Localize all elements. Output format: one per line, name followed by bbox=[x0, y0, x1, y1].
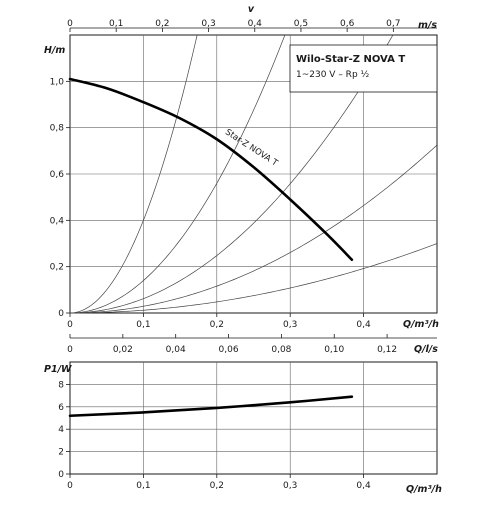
power-y-tick-label: 0 bbox=[58, 470, 64, 480]
velocity-tick-label: 0,3 bbox=[201, 19, 215, 29]
power-y-tick-label: 8 bbox=[58, 380, 64, 390]
power-chart-grid bbox=[69, 361, 438, 475]
main-y-axis-label: H/m bbox=[44, 45, 65, 56]
chart-subtitle: 1~230 V – Rp ½ bbox=[296, 70, 370, 80]
pump-curve-line bbox=[68, 77, 354, 262]
velocity-axis-label: v bbox=[248, 4, 255, 15]
flow-ls-tick-label: 0,04 bbox=[166, 345, 186, 355]
power-chart-series bbox=[68, 395, 354, 418]
main-x-tick-label: 0 bbox=[67, 320, 73, 330]
main-y-tick-label: 0,2 bbox=[50, 263, 64, 273]
flow-ls-tick-label: 0,08 bbox=[271, 345, 291, 355]
power-y-tick-label: 6 bbox=[58, 403, 64, 413]
power-y-tick-label: 2 bbox=[58, 448, 64, 458]
velocity-tick-label: 0 bbox=[67, 19, 73, 29]
power-y-tick-label: 4 bbox=[58, 425, 64, 435]
velocity-tick-label: 0,7 bbox=[386, 19, 400, 29]
main-x-tick-label: 0,1 bbox=[136, 320, 150, 330]
system-parabola bbox=[69, 34, 394, 314]
power-x-tick-label: 0,4 bbox=[356, 481, 371, 491]
main-x-axis-label: Q/m³/h bbox=[403, 319, 439, 330]
system-parabola bbox=[69, 34, 286, 314]
system-parabola bbox=[69, 144, 438, 314]
main-chart-ticks: 0 0,1 0,2 0,3 0,4 0 0,2 0,4 0,6 0,8 1,0 0 0,1 0,2 0,3 0… bbox=[50, 19, 437, 355]
main-x-tick-label: 0,2 bbox=[210, 320, 224, 330]
main-y-tick-label: 0,8 bbox=[50, 124, 65, 134]
main-y-tick-label: 0,4 bbox=[50, 216, 65, 226]
power-plot-frame bbox=[69, 361, 438, 475]
velocity-tick-label: 0,2 bbox=[155, 19, 169, 29]
velocity-tick-label: 0,5 bbox=[294, 19, 308, 29]
velocity-tick-label: 0,4 bbox=[248, 19, 263, 29]
power-x-tick-label: 0,2 bbox=[210, 481, 224, 491]
power-y-axis-label: P1/W bbox=[44, 364, 72, 375]
main-x-tick-label: 0,4 bbox=[356, 320, 371, 330]
power-x-tick-label: 0,3 bbox=[283, 481, 297, 491]
velocity-tick-label: 0,1 bbox=[109, 19, 123, 29]
velocity-tick-label: 0,6 bbox=[340, 19, 355, 29]
system-parabola bbox=[70, 243, 438, 314]
power-chart-ticks: 0 0,1 0,2 0,3 0,4 0 2 4 6 8 bbox=[58, 380, 371, 491]
main-y-tick-label: 0 bbox=[58, 309, 64, 319]
power-x-tick-label: 0 bbox=[67, 481, 73, 491]
main-y-tick-label: 0,6 bbox=[50, 170, 65, 180]
velocity-unit-label: m/s bbox=[418, 20, 437, 31]
chart-title: Wilo-Star-Z NOVA T bbox=[296, 54, 405, 65]
main-x-tick-label: 0,3 bbox=[283, 320, 297, 330]
main-y-tick-label: 1,0 bbox=[50, 77, 65, 87]
chart-title-box bbox=[289, 44, 438, 93]
power-curve-line bbox=[68, 395, 354, 418]
flow-ls-tick-label: 0,12 bbox=[377, 345, 397, 355]
flow-ls-axis-label: Q/l/s bbox=[414, 344, 438, 355]
flow-ls-tick-label: 0,10 bbox=[324, 345, 344, 355]
flow-ls-tick-label: 0 bbox=[67, 345, 73, 355]
flow-ls-tick-label: 0,02 bbox=[113, 345, 133, 355]
main-chart-series: Star-Z NOVA T bbox=[68, 77, 354, 262]
power-x-tick-label: 0,1 bbox=[136, 481, 150, 491]
power-x-axis-label: Q/m³/h bbox=[406, 484, 442, 495]
flow-ls-tick-label: 0,06 bbox=[219, 345, 239, 355]
